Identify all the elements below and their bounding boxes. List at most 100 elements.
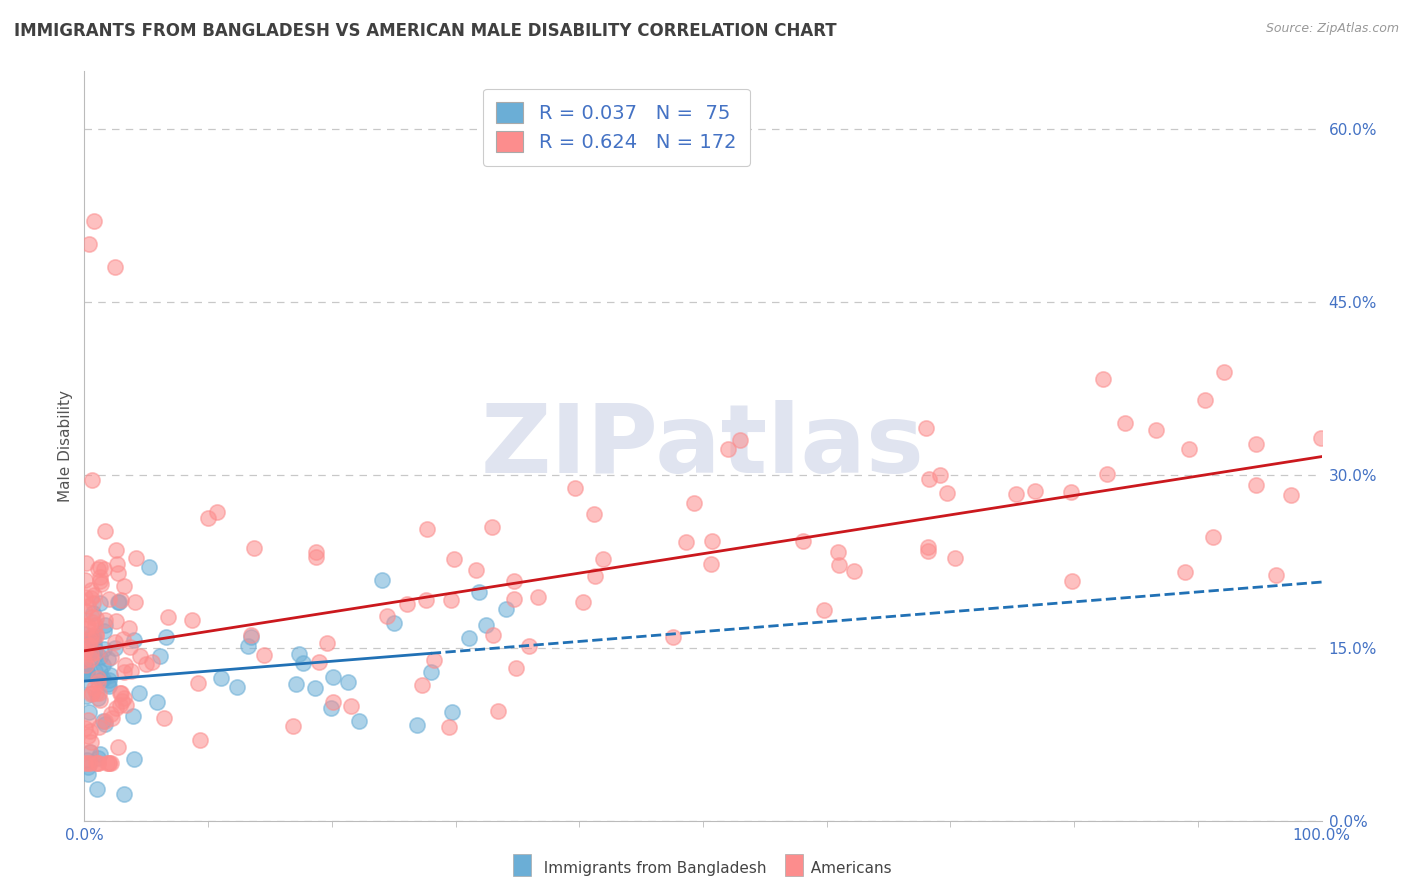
Point xyxy=(583,568,606,582)
Point xyxy=(112,579,135,593)
Point xyxy=(188,733,211,747)
Point xyxy=(73,653,96,667)
Point xyxy=(1005,487,1028,501)
Point xyxy=(347,714,370,728)
Point xyxy=(97,676,120,690)
Point xyxy=(1279,488,1302,502)
Point xyxy=(76,621,98,635)
Point xyxy=(73,627,96,641)
Point xyxy=(572,595,595,609)
Point xyxy=(76,760,98,774)
Point xyxy=(89,574,111,589)
Point xyxy=(110,686,132,700)
Point xyxy=(84,686,107,700)
Point xyxy=(440,705,463,719)
Point xyxy=(77,713,100,727)
Point xyxy=(828,558,851,572)
Point xyxy=(1060,485,1083,500)
Point xyxy=(114,657,136,672)
Point xyxy=(225,680,247,694)
Y-axis label: Male Disability: Male Disability xyxy=(58,390,73,502)
Point xyxy=(582,507,605,521)
Point xyxy=(94,717,117,731)
Point xyxy=(104,260,127,275)
Point xyxy=(83,630,105,644)
Point xyxy=(80,648,103,662)
Point xyxy=(86,756,108,770)
Point xyxy=(89,649,111,664)
Point xyxy=(73,574,96,588)
Point xyxy=(157,610,180,624)
Point xyxy=(146,695,169,709)
Point xyxy=(91,658,114,673)
Point xyxy=(97,591,120,606)
Point xyxy=(98,756,121,770)
Point xyxy=(371,573,394,587)
Point xyxy=(97,652,120,666)
Point xyxy=(124,595,146,609)
Point xyxy=(100,706,122,721)
Point xyxy=(80,687,103,701)
Point xyxy=(73,660,96,674)
Text: Americans: Americans xyxy=(801,861,891,876)
Point xyxy=(1244,478,1267,492)
Point xyxy=(1024,483,1046,498)
Point xyxy=(76,665,98,680)
Point xyxy=(75,690,97,704)
Point xyxy=(149,649,172,664)
Point xyxy=(79,652,101,666)
Point xyxy=(458,631,481,645)
Point xyxy=(443,552,465,566)
Point xyxy=(728,434,751,448)
Text: Source: ZipAtlas.com: Source: ZipAtlas.com xyxy=(1265,22,1399,36)
Point xyxy=(105,701,128,715)
Point xyxy=(76,665,98,680)
Point xyxy=(1174,565,1197,579)
Point xyxy=(80,629,103,643)
Point xyxy=(1177,442,1199,457)
Point xyxy=(107,566,129,580)
Point xyxy=(112,787,135,801)
Point xyxy=(419,665,441,679)
Point xyxy=(89,686,111,700)
Point xyxy=(79,724,101,739)
Point xyxy=(253,648,276,662)
Point xyxy=(486,704,509,718)
Point xyxy=(87,690,110,705)
Point xyxy=(77,756,100,770)
Point xyxy=(340,699,363,714)
Point xyxy=(304,549,326,564)
Point xyxy=(468,585,491,599)
Point xyxy=(79,745,101,759)
Point xyxy=(395,597,418,611)
Point xyxy=(440,592,463,607)
Point xyxy=(73,643,96,657)
Point xyxy=(80,591,103,605)
Point xyxy=(84,627,107,641)
Point xyxy=(121,708,143,723)
Point xyxy=(104,634,127,648)
Point xyxy=(236,639,259,653)
Point xyxy=(87,562,110,576)
Point xyxy=(82,632,104,646)
Point xyxy=(84,618,107,632)
Point xyxy=(411,678,433,692)
Point xyxy=(75,639,97,653)
Point xyxy=(83,636,105,650)
Point xyxy=(76,599,98,614)
Point xyxy=(93,624,115,638)
Point xyxy=(155,631,177,645)
Point xyxy=(75,590,97,604)
Point xyxy=(110,593,132,607)
Point xyxy=(322,670,344,684)
Point xyxy=(104,542,127,557)
Point xyxy=(107,739,129,754)
Point xyxy=(125,551,148,566)
Point xyxy=(79,745,101,759)
Point xyxy=(73,756,96,770)
Point xyxy=(209,671,232,685)
Point xyxy=(1309,430,1331,444)
Point xyxy=(90,673,112,687)
Point xyxy=(1114,416,1136,430)
Point xyxy=(337,674,360,689)
